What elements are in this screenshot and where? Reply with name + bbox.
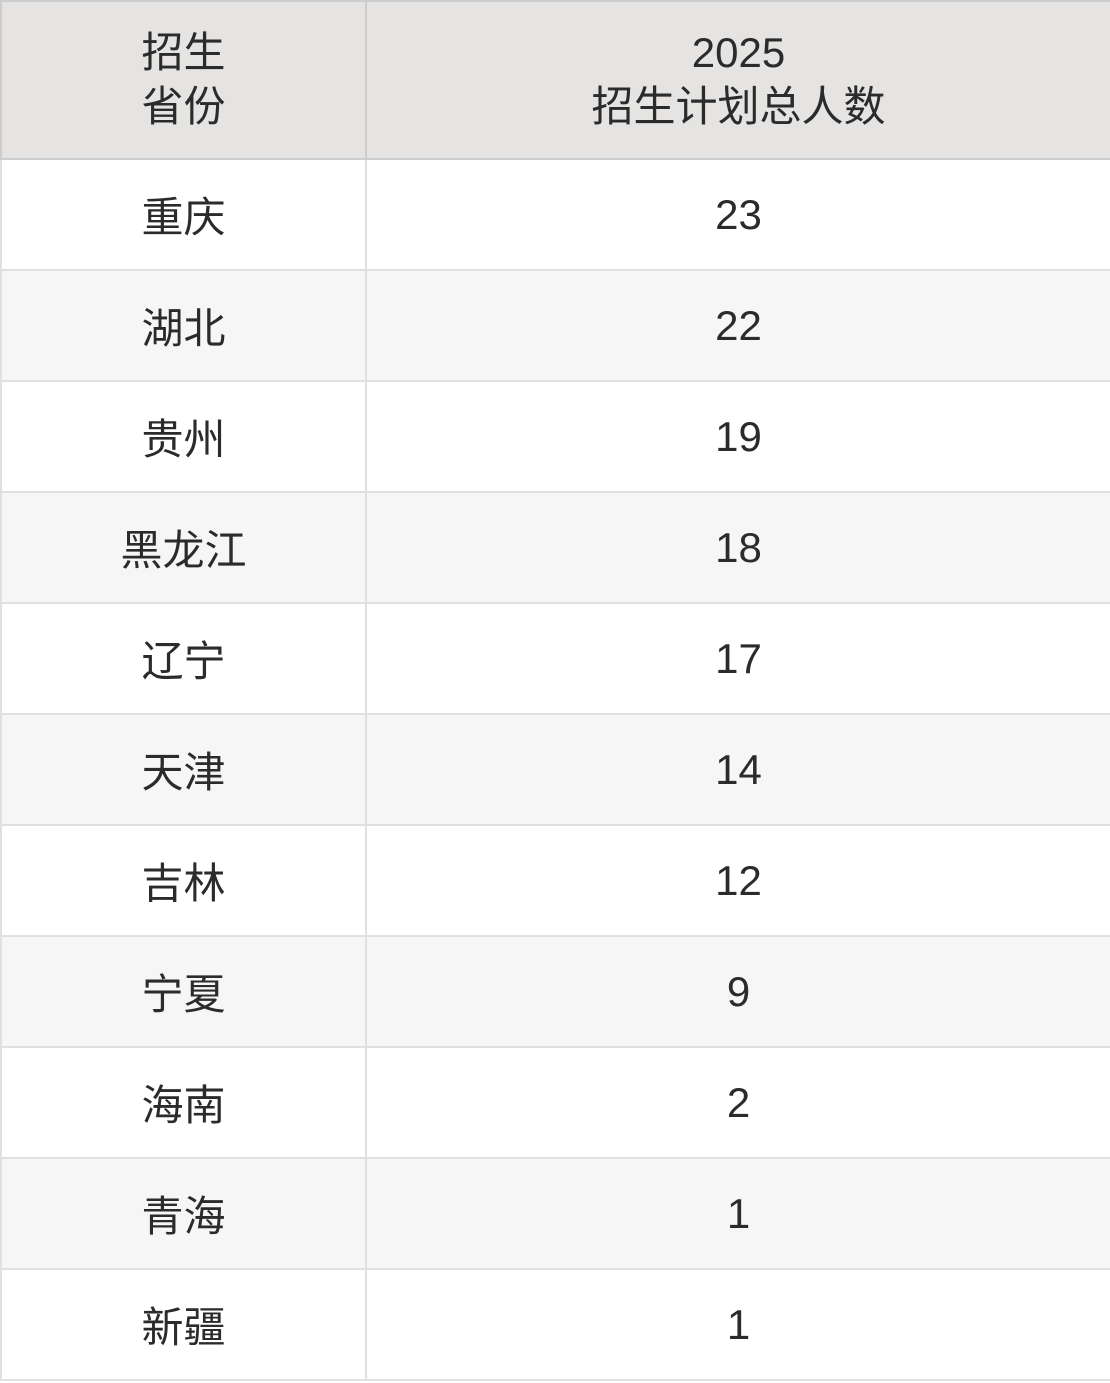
province-cell: 吉林 <box>0 824 367 937</box>
count-cell: 22 <box>365 269 1110 382</box>
table-row: 湖北 22 <box>0 269 1110 382</box>
count-cell: 18 <box>365 491 1110 604</box>
column-header-province: 招生 省份 <box>0 0 367 160</box>
table-row: 宁夏 9 <box>0 935 1110 1048</box>
table-row: 吉林 12 <box>0 824 1110 937</box>
table-row: 重庆 23 <box>0 158 1110 271</box>
table-row: 贵州 19 <box>0 380 1110 493</box>
table-row: 黑龙江 18 <box>0 491 1110 604</box>
count-cell: 1 <box>365 1268 1110 1381</box>
count-cell: 12 <box>365 824 1110 937</box>
province-cell: 辽宁 <box>0 602 367 715</box>
count-cell: 2 <box>365 1046 1110 1159</box>
province-cell: 湖北 <box>0 269 367 382</box>
table-row: 青海 1 <box>0 1157 1110 1270</box>
count-cell: 17 <box>365 602 1110 715</box>
table-header-row: 招生 省份 2025 招生计划总人数 <box>0 0 1110 160</box>
province-cell: 新疆 <box>0 1268 367 1381</box>
count-cell: 19 <box>365 380 1110 493</box>
count-cell: 1 <box>365 1157 1110 1270</box>
count-cell: 23 <box>365 158 1110 271</box>
table-header: 招生 省份 2025 招生计划总人数 <box>0 0 1110 160</box>
count-cell: 14 <box>365 713 1110 826</box>
province-cell: 宁夏 <box>0 935 367 1048</box>
province-cell: 海南 <box>0 1046 367 1159</box>
table-row: 新疆 1 <box>0 1268 1110 1381</box>
table-row: 海南 2 <box>0 1046 1110 1159</box>
table-body: 重庆 23 湖北 22 贵州 19 黑龙江 18 辽宁 17 天津 14 吉林 … <box>0 158 1110 1381</box>
table-row: 辽宁 17 <box>0 602 1110 715</box>
province-cell: 天津 <box>0 713 367 826</box>
province-cell: 贵州 <box>0 380 367 493</box>
table-row: 天津 14 <box>0 713 1110 826</box>
province-cell: 重庆 <box>0 158 367 271</box>
province-cell: 黑龙江 <box>0 491 367 604</box>
province-cell: 青海 <box>0 1157 367 1270</box>
count-cell: 9 <box>365 935 1110 1048</box>
column-header-plan-total: 2025 招生计划总人数 <box>365 0 1110 160</box>
